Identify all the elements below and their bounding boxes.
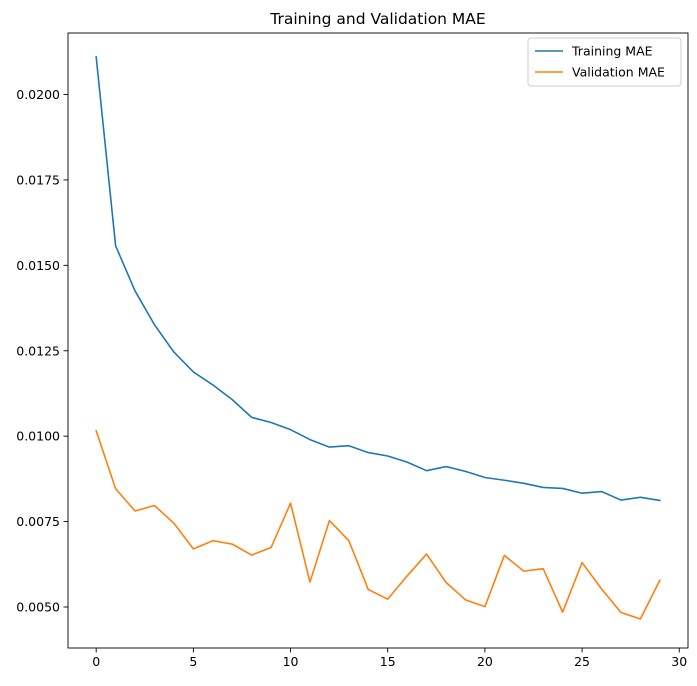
legend-label: Validation MAE (572, 65, 665, 80)
x-tick-label: 0 (92, 654, 100, 669)
x-tick-label: 20 (477, 654, 493, 669)
y-tick-label: 0.0125 (16, 343, 60, 358)
x-tick-label: 10 (283, 654, 299, 669)
x-tick-label: 5 (189, 654, 197, 669)
y-tick-label: 0.0200 (16, 87, 60, 102)
legend: Training MAE Validation MAE (528, 38, 681, 86)
x-tick-label: 30 (671, 654, 687, 669)
y-tick-label: 0.0100 (16, 429, 60, 444)
y-tick-label: 0.0175 (16, 172, 60, 187)
y-tick-label: 0.0050 (16, 600, 60, 615)
y-tick-label: 0.0150 (16, 258, 60, 273)
legend-label: Training MAE (571, 44, 653, 59)
x-tick-label: 25 (574, 654, 590, 669)
y-tick-label: 0.0075 (16, 514, 60, 529)
x-tick-label: 15 (380, 654, 396, 669)
chart-title: Training and Validation MAE (269, 10, 485, 28)
